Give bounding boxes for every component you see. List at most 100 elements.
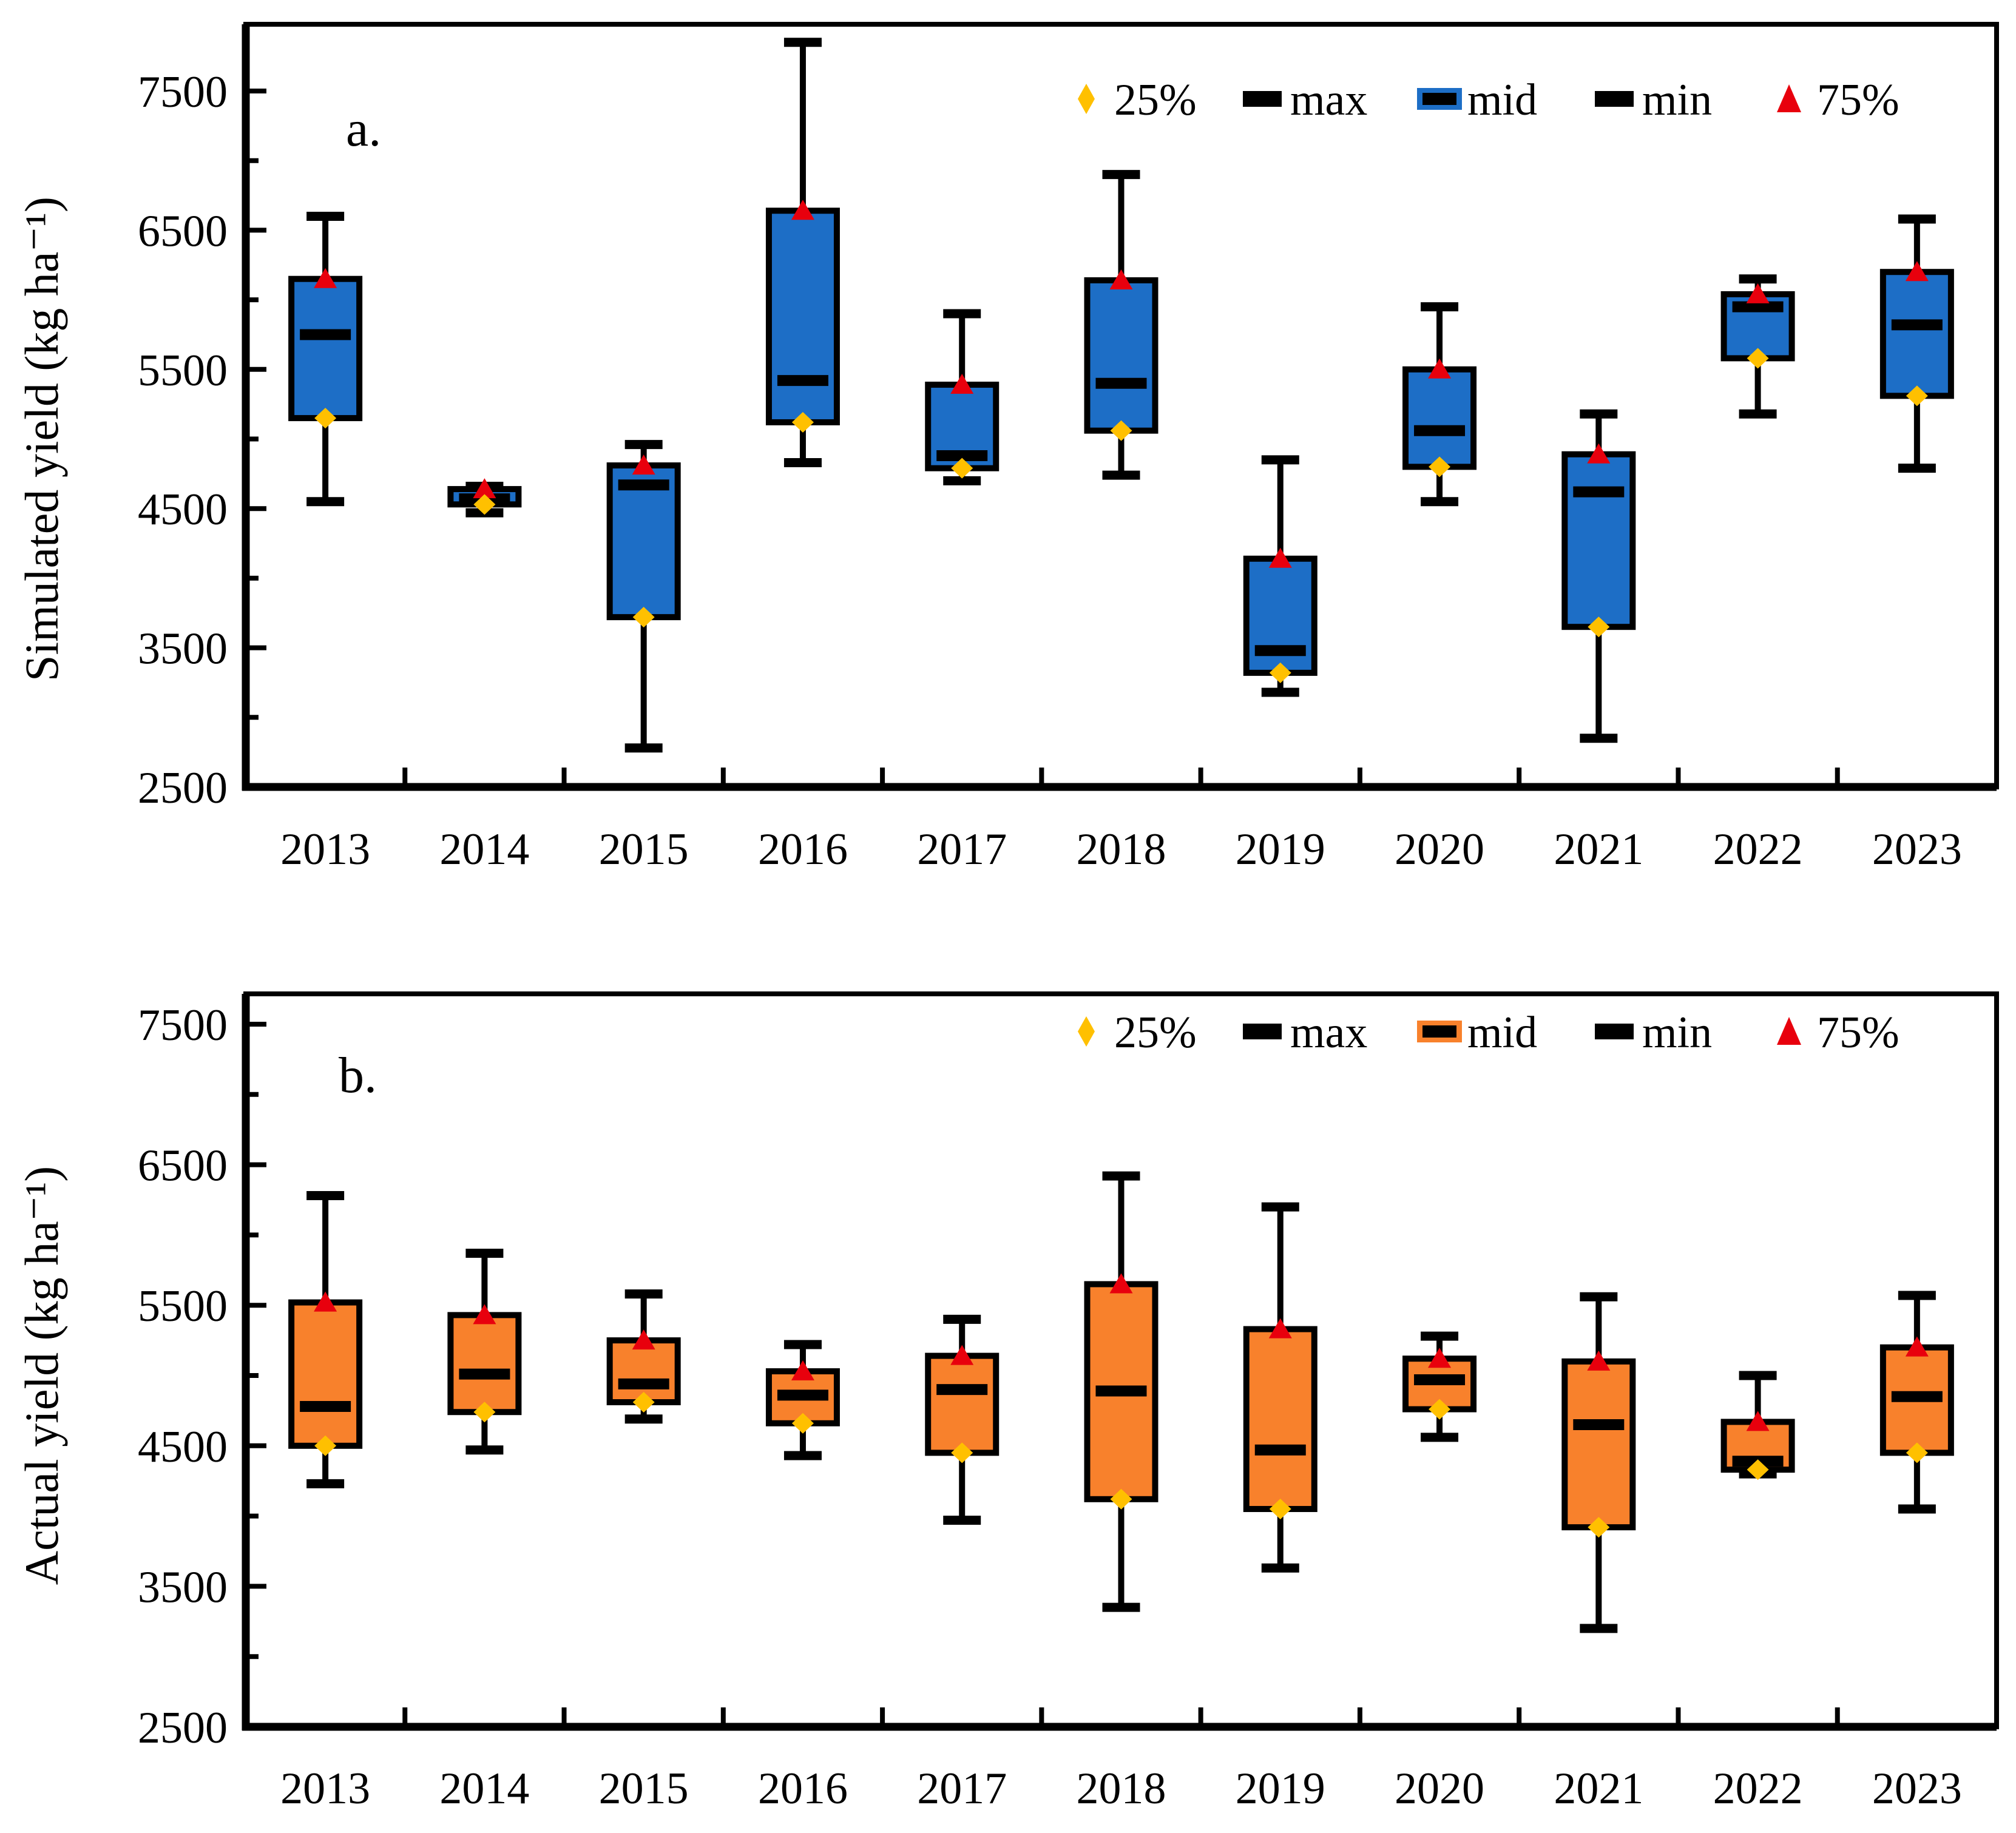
q3-triangle-marker — [473, 1304, 496, 1325]
x-tick-label-2022: 2022 — [1713, 825, 1803, 874]
x-tick-label-2020: 2020 — [1395, 1764, 1484, 1814]
y-tick-label: 7500 — [138, 67, 228, 117]
y-tick-label: 4500 — [138, 1422, 228, 1472]
dash-icon — [1595, 91, 1634, 107]
q3-triangle-marker — [950, 1345, 974, 1365]
q1-diamond-marker — [791, 1413, 814, 1434]
y-tick-label: 4500 — [138, 485, 228, 535]
legend-item-max: max — [1243, 1008, 1367, 1058]
q1-diamond-marker — [1110, 420, 1132, 441]
box-2019 — [1243, 455, 1318, 697]
panel-label: b. — [339, 1047, 377, 1104]
dash-icon — [1243, 91, 1282, 107]
y-tick-label: 6500 — [138, 206, 228, 256]
iqr-box — [447, 1312, 522, 1416]
x-tick-label-2016: 2016 — [758, 825, 848, 874]
q3-triangle-marker — [1905, 261, 1929, 282]
box-2014 — [447, 1249, 522, 1455]
q1-diamond-marker — [473, 494, 496, 515]
q3-triangle-marker — [314, 1291, 337, 1312]
q1-diamond-marker — [1747, 1459, 1769, 1480]
q1-diamond-marker — [632, 607, 655, 628]
box-2022 — [1720, 274, 1795, 419]
q1-diamond-marker — [1269, 662, 1291, 683]
y-tick-label: 3500 — [138, 1562, 228, 1612]
box-2020 — [1402, 1331, 1477, 1442]
y-axis-title: Simulated yield (kg ha⁻¹) — [15, 197, 68, 681]
q3-triangle-marker — [791, 1360, 814, 1381]
q1-diamond-marker — [314, 408, 337, 429]
box-2021 — [1561, 1292, 1636, 1633]
x-tick-label-2022: 2022 — [1713, 1764, 1803, 1814]
q1-diamond-marker — [1588, 616, 1610, 638]
q3-triangle-marker — [632, 454, 655, 475]
iqr-box — [1084, 277, 1159, 434]
iqr-box — [1402, 366, 1477, 470]
legend-label: 25% — [1114, 1008, 1197, 1058]
x-tick-label-2021: 2021 — [1554, 825, 1643, 874]
dash-icon — [1422, 1025, 1456, 1038]
legend-label: min — [1642, 75, 1712, 125]
q3-triangle-marker — [1428, 1348, 1452, 1368]
legend-item-min: min — [1595, 75, 1712, 125]
panel-a: 2500 3500 4500 5500 6500 7500 Simulated yield … — [15, 22, 1999, 874]
q1-diamond-marker — [951, 1442, 973, 1463]
y-tick-label: 3500 — [138, 624, 228, 674]
x-tick-label-2013: 2013 — [280, 1764, 370, 1814]
x-tick-label-2016: 2016 — [758, 1764, 848, 1814]
y-tick-label: 6500 — [138, 1141, 228, 1191]
legend: 25% max mid min 75% — [1078, 1008, 1899, 1058]
q3-triangle-marker — [1587, 1350, 1611, 1371]
q1-diamond-marker — [473, 1402, 496, 1423]
y-axis: 2500 3500 4500 5500 6500 7500 — [138, 67, 266, 813]
x-tick-label-2014: 2014 — [439, 825, 529, 874]
legend-label: 75% — [1817, 75, 1899, 125]
panel-b: 2500 3500 4500 5500 6500 7500 Actual yield (kg… — [15, 991, 1999, 1814]
legend-item-mid: mid — [1417, 1008, 1537, 1058]
box-2020 — [1402, 302, 1477, 507]
legend-label: max — [1290, 75, 1367, 125]
q3-triangle-marker — [632, 1329, 655, 1350]
q1-diamond-marker — [791, 411, 814, 433]
x-tick-label-2021: 2021 — [1554, 1764, 1643, 1814]
q1-diamond-marker — [1429, 456, 1451, 478]
legend-label: 25% — [1114, 75, 1197, 125]
box-2023 — [1879, 1291, 1954, 1514]
legend-item-min: min — [1595, 1008, 1712, 1058]
legend-item-75%: 75% — [1777, 75, 1899, 125]
x-tick-label-2023: 2023 — [1872, 825, 1962, 874]
x-tick-label-2017: 2017 — [917, 1764, 1007, 1814]
x-tick-label-2014: 2014 — [439, 1764, 529, 1814]
q3-triangle-marker — [1268, 547, 1292, 568]
q1-diamond-marker — [632, 1392, 655, 1413]
legend-label: 75% — [1817, 1008, 1899, 1058]
iqr-box — [765, 208, 840, 425]
box-2022 — [1720, 1371, 1795, 1480]
q3-triangle-marker — [1746, 283, 1770, 303]
box-2015 — [606, 440, 681, 753]
q3-triangle-marker — [1109, 1273, 1133, 1294]
q3-triangle-marker — [791, 200, 814, 220]
q3-triangle-marker — [1905, 1336, 1929, 1357]
box-2017 — [925, 309, 1000, 485]
x-tick-label-2015: 2015 — [599, 825, 689, 874]
diamond-icon — [1078, 1016, 1095, 1047]
iqr-box — [288, 1299, 363, 1449]
legend-label: max — [1290, 1008, 1367, 1058]
x-tick-label-2023: 2023 — [1872, 1764, 1962, 1814]
q3-triangle-marker — [473, 478, 496, 499]
y-tick-label: 7500 — [138, 1001, 228, 1050]
q3-triangle-marker — [1587, 443, 1611, 464]
triangle-icon — [1777, 1017, 1801, 1045]
dash-icon — [1422, 93, 1456, 105]
legend-item-max: max — [1243, 75, 1367, 125]
y-tick-label: 5500 — [138, 1281, 228, 1331]
q1-diamond-marker — [1747, 348, 1769, 369]
q3-triangle-marker — [314, 268, 337, 288]
q1-diamond-marker — [951, 457, 973, 479]
diamond-icon — [1078, 84, 1095, 114]
q3-triangle-marker — [1109, 269, 1133, 289]
y-tick-label: 2500 — [138, 763, 228, 813]
